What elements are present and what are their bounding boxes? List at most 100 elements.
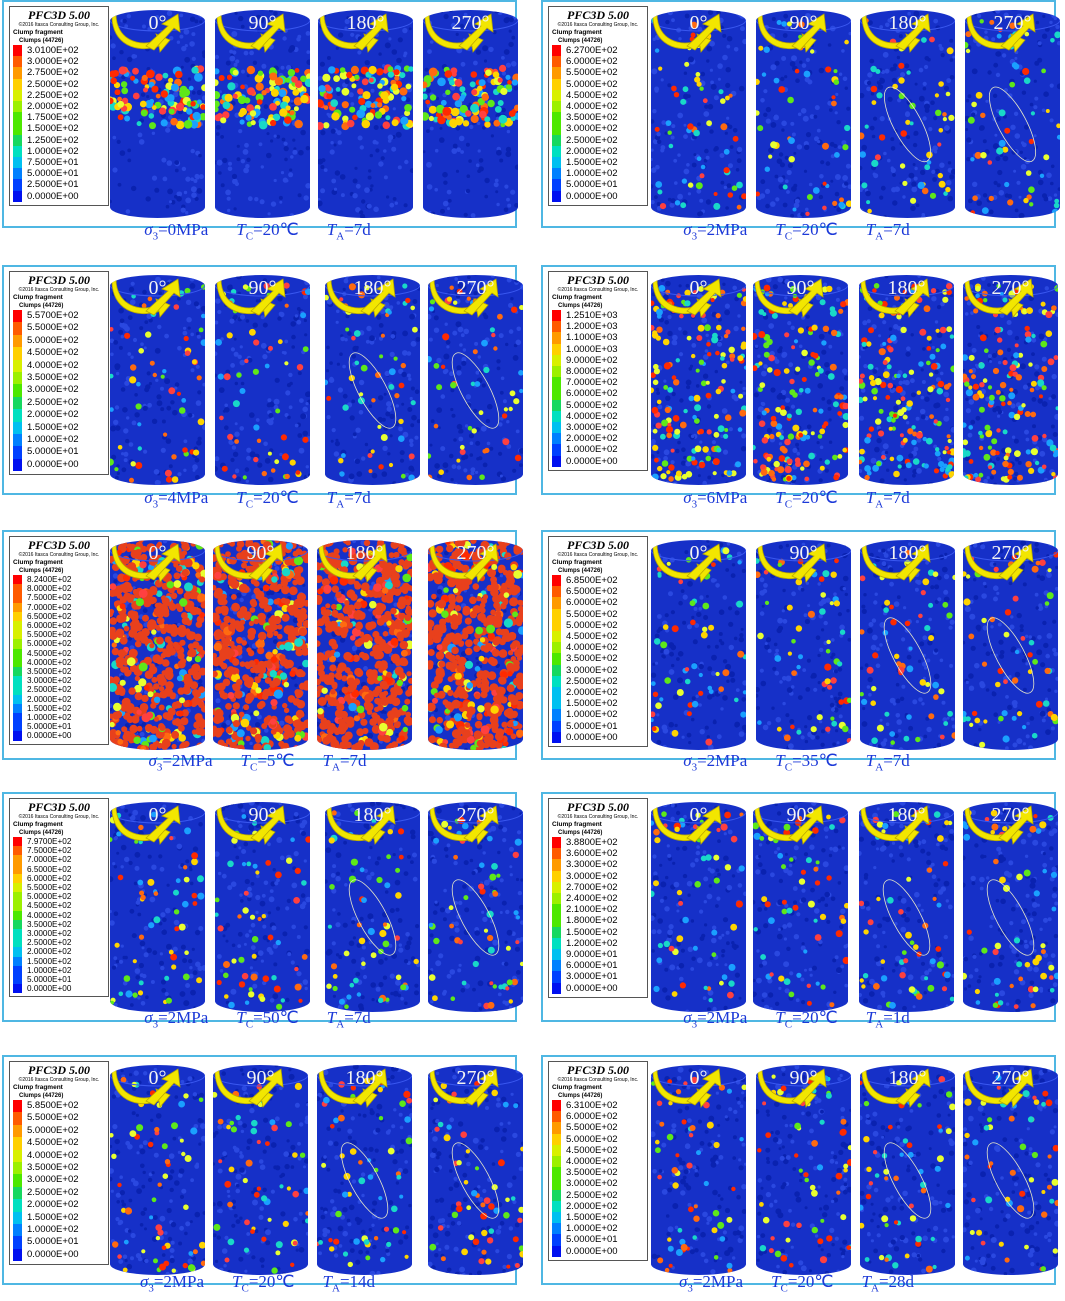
- rotation-arrow-icon: [966, 13, 1036, 53]
- legend-entry: 5.5000E+02: [13, 883, 105, 893]
- legend-copyright: ©2016 Itasca Consulting Group, Inc.: [18, 552, 100, 558]
- legend-swatch: [552, 960, 561, 972]
- panel-frame: 0° 90° 180° 270° PFC3D 5.00 ©2016 Itasca Cons…: [541, 0, 1060, 228]
- legend-value: 6.0000E+02: [566, 56, 618, 68]
- legend-swatch: [13, 190, 22, 202]
- legend-swatch: [13, 984, 22, 994]
- legend-swatch: [552, 631, 561, 643]
- legend-value: 1.0000E+02: [27, 713, 72, 723]
- color-legend: PFC3D 5.00 ©2016 Itasca Consulting Group,…: [9, 271, 109, 476]
- rotation-arrow-icon: [757, 1068, 827, 1108]
- legend-entry: 7.9700E+02: [13, 837, 105, 847]
- particle-cylinder-view: 90°: [213, 1065, 308, 1275]
- legend-swatch: [552, 388, 561, 400]
- particle-cylinder-view: 0°: [651, 802, 746, 1012]
- legend-entry: 6.0000E+02: [13, 873, 105, 883]
- legend-entry: 3.8800E+02: [552, 837, 644, 849]
- legend-swatch: [13, 910, 22, 920]
- legend-value: 4.0000E+02: [566, 1156, 618, 1168]
- legend-title: PFC3D 5.00: [566, 1063, 629, 1077]
- legend-value: 4.0000E+02: [566, 642, 618, 654]
- legend-entry: 1.5000E+02: [13, 123, 105, 135]
- view-angle-label: 0°: [689, 12, 708, 34]
- rotation-arrow-icon: [216, 13, 286, 53]
- legend-entry: 0.0000E+00: [552, 1245, 644, 1257]
- legend-swatch: [13, 101, 22, 113]
- legend-value: 3.0000E+02: [27, 676, 72, 686]
- rotation-arrow-icon: [652, 805, 722, 845]
- legend-entry: 3.3000E+02: [552, 859, 644, 871]
- legend-value: 1.1000E+03: [566, 332, 618, 344]
- legend-value: 5.0000E+02: [27, 1124, 79, 1136]
- legend-swatch: [13, 965, 22, 976]
- legend-value: 2.4000E+02: [566, 893, 618, 905]
- legend-swatch: [552, 893, 561, 905]
- curing-temperature-label: TC=20℃: [771, 1272, 834, 1295]
- legend-entry: 9.0000E+02: [552, 354, 644, 366]
- legend-swatch: [552, 653, 561, 665]
- legend-value: 1.2510E+03: [566, 310, 618, 321]
- panel-caption: σ3=2MPa TC=5℃ TA=7d: [2, 751, 513, 773]
- legend-swatch: [13, 1236, 22, 1249]
- legend-value: 1.5000E+02: [566, 926, 618, 938]
- legend-entry: 6.0000E+02: [552, 1111, 644, 1123]
- legend-value: 4.0000E+02: [27, 657, 72, 667]
- rotation-arrow-icon: [652, 13, 722, 53]
- legend-subtitle-count: Clumps (44726): [558, 38, 603, 44]
- legend-swatch: [13, 892, 22, 902]
- curing-temperature-label: TC=20℃: [775, 488, 838, 511]
- legend-entry: 2.1000E+02: [552, 904, 644, 916]
- legend-swatch: [13, 929, 22, 939]
- legend-entry: 5.0000E+02: [552, 78, 644, 90]
- legend-entry: 5.5000E+02: [13, 1112, 105, 1125]
- legend-entry: 2.7000E+02: [552, 881, 644, 893]
- legend-swatch: [13, 975, 22, 985]
- legend-swatch: [552, 837, 561, 849]
- legend-value: 0.0000E+00: [27, 458, 79, 470]
- legend-swatch: [552, 1156, 561, 1168]
- legend-subtitle: Clump fragment: [13, 29, 63, 36]
- legend-title: PFC3D 5.00: [27, 800, 90, 814]
- legend-entry: 1.1000E+03: [552, 332, 644, 344]
- legend-entry: 4.5000E+02: [552, 89, 644, 101]
- legend-swatch: [552, 310, 561, 322]
- particle-cylinder-view: 90°: [753, 275, 848, 485]
- legend-entry: 6.2700E+02: [552, 45, 644, 57]
- legend-swatch: [552, 343, 561, 355]
- legend-value: 0.0000E+00: [27, 984, 72, 994]
- legend-swatch: [13, 89, 22, 101]
- legend-value: 2.0000E+02: [27, 101, 79, 113]
- legend-swatch: [552, 1212, 561, 1224]
- legend-value: 7.5000E+02: [27, 846, 72, 856]
- color-legend: PFC3D 5.00 ©2016 Itasca Consulting Group,…: [548, 271, 648, 471]
- legend-value: 6.2700E+02: [566, 45, 618, 56]
- legend-value: 0.0000E+00: [27, 190, 79, 202]
- particle-cylinder-view: 90°: [756, 10, 851, 218]
- legend-swatch: [552, 597, 561, 609]
- legend-entry: 6.0000E+02: [552, 388, 644, 400]
- view-angle-label: 90°: [789, 1067, 818, 1089]
- color-legend: PFC3D 5.00 ©2016 Itasca Consulting Group,…: [548, 536, 648, 748]
- legend-value: 3.8800E+02: [566, 837, 618, 848]
- legend-subtitle-count: Clumps (44726): [558, 568, 603, 574]
- panel-frame: 0° 90° 180° 270° PFC3D 5.00 ©2016 Itasca Cons…: [2, 530, 523, 760]
- legend-copyright: ©2016 Itasca Consulting Group, Inc.: [557, 287, 639, 293]
- legend-title: PFC3D 5.00: [27, 538, 90, 552]
- panel-caption: σ3=2MPa TC=50℃ TA=7d: [2, 1008, 513, 1030]
- legend-value: 8.0000E+02: [566, 366, 618, 378]
- legend-value: 3.5000E+02: [27, 919, 72, 929]
- legend-swatch: [13, 947, 22, 957]
- view-angle-label: 180°: [888, 12, 927, 34]
- legend-entry: 1.5000E+02: [552, 926, 644, 938]
- confining-pressure-label: σ3=2MPa: [139, 1272, 205, 1295]
- particle-cylinder-view: 0°: [110, 540, 205, 750]
- legend-entry: 3.5000E+02: [552, 112, 644, 124]
- legend-swatch: [13, 901, 22, 911]
- view-angle-label: 270°: [991, 542, 1030, 564]
- legend-value: 4.0000E+02: [27, 359, 79, 371]
- legend-entry: 3.0000E+02: [552, 123, 644, 135]
- legend-entry: 5.0000E+02: [13, 892, 105, 902]
- legend-value: 5.0000E+02: [566, 78, 618, 90]
- legend-swatch: [13, 123, 22, 135]
- rotation-arrow-icon: [754, 805, 824, 845]
